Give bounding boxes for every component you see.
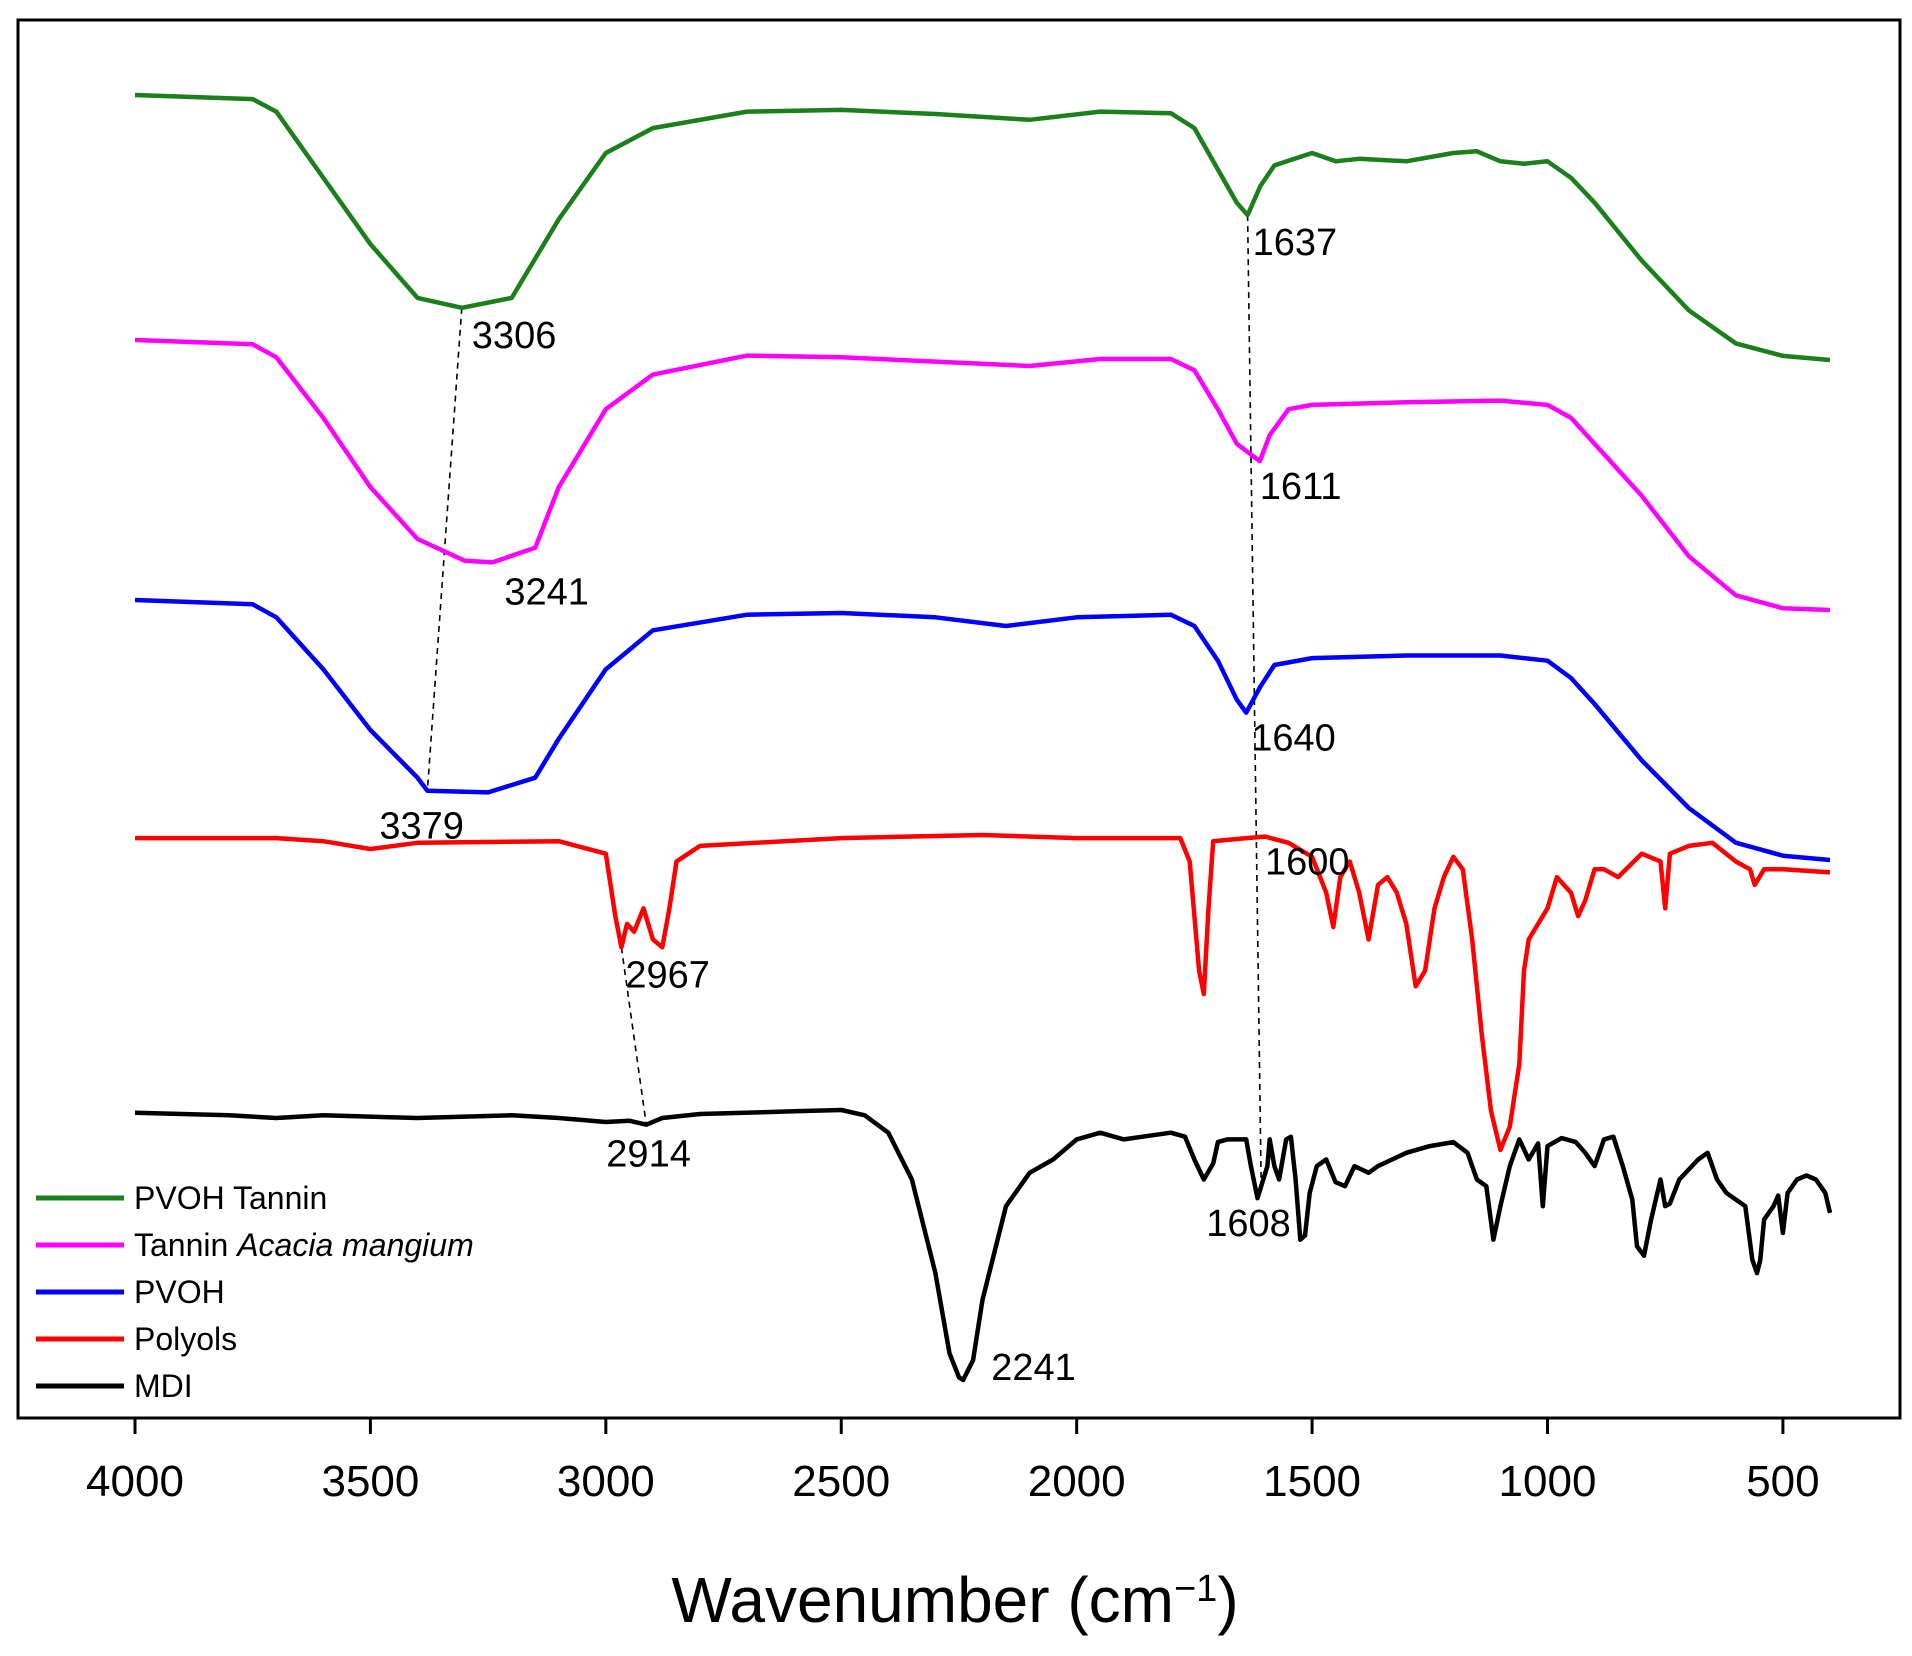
peak-label-1640: 1640	[1251, 718, 1336, 760]
series-pvoh	[134, 597, 1831, 863]
x-axis-label-main: Wavenumber (cm	[671, 1564, 1174, 1636]
x-tick-label-2000: 2000	[1028, 1457, 1126, 1506]
spectra	[134, 92, 1833, 1383]
series-pvoh-tannin	[134, 92, 1831, 363]
x-tick-label-4000: 4000	[86, 1457, 184, 1506]
legend-label-italic: Acacia mangium	[235, 1227, 474, 1263]
legend-label-text: PVOH	[134, 1274, 225, 1310]
legend-label-text: PVOH Tannin	[134, 1180, 327, 1216]
peak-labels: 3306 1637 3241 1611 3379 1640 2967 1600 2914 1608…	[379, 222, 1349, 1389]
legend-label-text: Tannin	[134, 1227, 237, 1263]
x-axis-label-tail: )	[1217, 1564, 1238, 1636]
peak-label-3306: 3306	[472, 315, 557, 357]
peak-label-1637: 1637	[1253, 222, 1338, 264]
x-axis-label-sup: −1	[1174, 1568, 1217, 1610]
legend: PVOH Tannin Tannin Acacia mangium PVOH Poly…	[36, 1180, 474, 1404]
legend-label-text: Polyols	[134, 1321, 237, 1357]
peak-label-2241: 2241	[991, 1347, 1076, 1389]
x-tick-label-1500: 1500	[1263, 1457, 1361, 1506]
peak-label-3379: 3379	[379, 806, 464, 848]
x-axis: 4000 3500 3000 2500 2000 1500 1000 500	[86, 1418, 1820, 1506]
peak-label-1600: 1600	[1265, 842, 1350, 884]
plot-frame	[16, 18, 1902, 1420]
x-tick-label-1000: 1000	[1499, 1457, 1597, 1506]
legend-label-text: MDI	[134, 1368, 193, 1404]
series-polyols	[135, 832, 1831, 1153]
legend-label-pvoh-tannin: PVOH Tannin	[134, 1180, 327, 1216]
peak-label-1611: 1611	[1260, 466, 1342, 508]
series-mdi	[134, 1107, 1833, 1383]
x-tick-label-500: 500	[1746, 1457, 1819, 1506]
legend-label-polyols: Polyols	[134, 1321, 237, 1357]
x-tick-label-3500: 3500	[321, 1457, 419, 1506]
legend-label-tannin-acacia-mangium: Tannin Acacia mangium	[134, 1227, 474, 1263]
peak-label-3241: 3241	[504, 571, 589, 613]
peak-label-2914: 2914	[606, 1134, 691, 1176]
guide-line-2967-2914	[620, 947, 648, 1125]
series-tannin-acacia-mangium	[134, 337, 1831, 613]
peak-label-2967: 2967	[625, 954, 710, 996]
legend-label-mdi: MDI	[134, 1368, 193, 1404]
x-tick-label-3000: 3000	[557, 1457, 655, 1506]
x-axis-label: Wavenumber (cm−1)	[671, 1564, 1238, 1636]
legend-label-pvoh: PVOH	[134, 1274, 225, 1310]
x-tick-label-2500: 2500	[792, 1457, 890, 1506]
peak-label-1608: 1608	[1206, 1203, 1291, 1245]
